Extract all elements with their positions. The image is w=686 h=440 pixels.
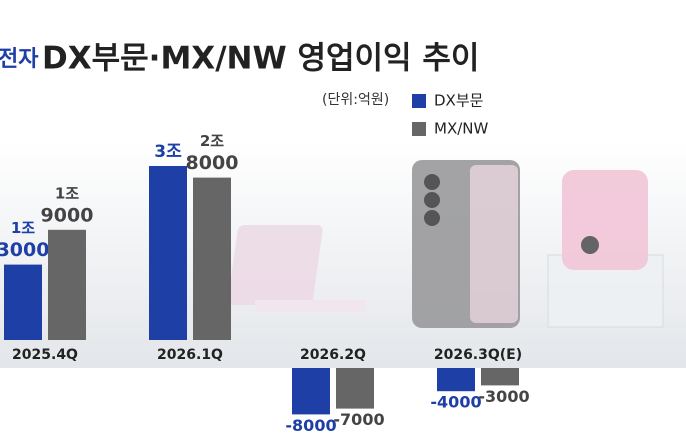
legend-swatch: [412, 94, 426, 108]
bar: [336, 368, 374, 409]
legend-swatch: [412, 122, 426, 136]
bar: [193, 177, 231, 340]
bar: [481, 368, 519, 386]
value-label: 3000: [0, 239, 49, 261]
value-label: -8000: [285, 416, 336, 435]
x-tick-label: 2026.3Q(E): [434, 347, 522, 363]
value-label: 9000: [41, 204, 94, 226]
bar: [437, 368, 475, 392]
bar: [48, 229, 86, 340]
product-illustration: [227, 160, 664, 328]
x-tick-label: 2026.2Q: [300, 347, 366, 363]
legend-label: MX/NW: [434, 120, 488, 138]
x-tick-label: 2026.1Q: [157, 347, 223, 363]
value-label: 3조: [154, 142, 182, 162]
title-prefix: 전자: [0, 47, 39, 72]
unit-label: (단위:억원): [322, 92, 389, 108]
value-label: -3000: [478, 387, 529, 406]
x-tick-label: 2025.4Q: [12, 347, 78, 363]
value-label: 1조: [55, 184, 79, 202]
bar: [4, 264, 42, 340]
chart-title: DX부문·MX/NW 영업이익 추이: [42, 41, 479, 77]
value-label: -4000: [430, 393, 481, 412]
value-label: 1조: [11, 219, 35, 237]
value-label: 2조: [200, 132, 224, 150]
legend-label: DX부문: [434, 92, 484, 110]
bar: [149, 166, 187, 340]
value-label: -7000: [333, 410, 384, 429]
value-label: 8000: [186, 152, 239, 174]
bar: [292, 368, 330, 415]
